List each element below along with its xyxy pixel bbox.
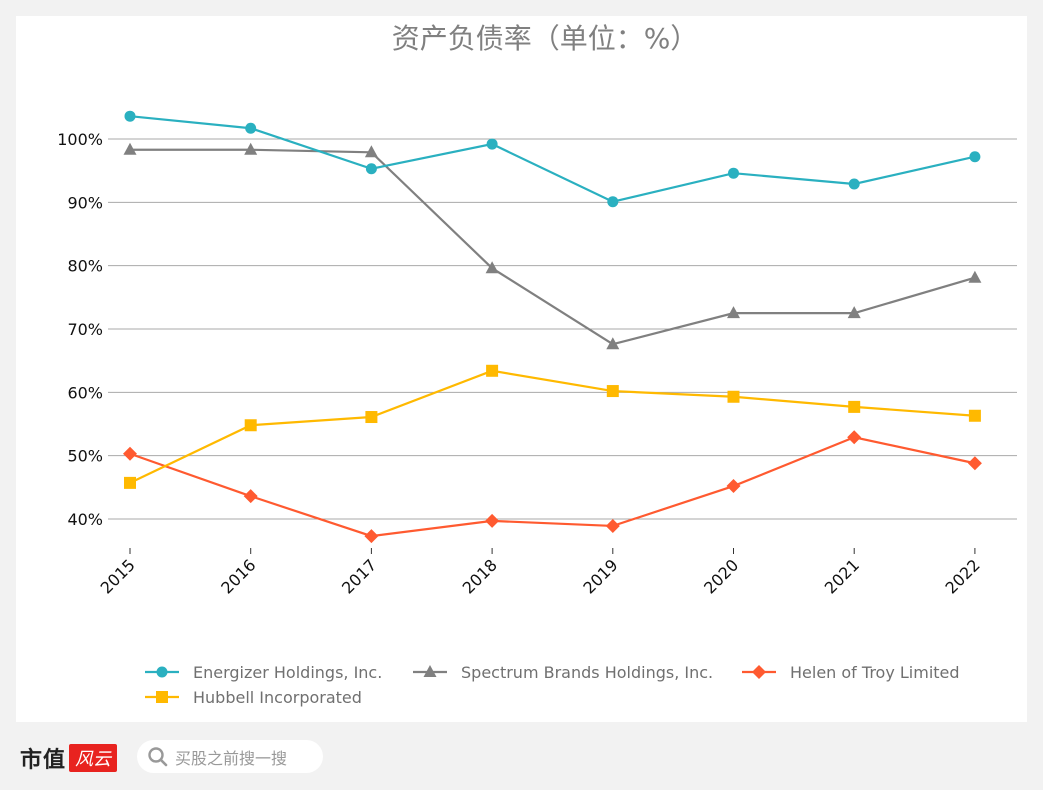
- data-point: [364, 145, 378, 158]
- x-tick-label: 2018: [459, 555, 501, 597]
- x-tick-label: 2021: [821, 555, 863, 597]
- data-point: [847, 430, 862, 445]
- data-point: [244, 142, 258, 155]
- series-energizer-holdings-inc-: [124, 110, 981, 208]
- data-point: [605, 518, 620, 533]
- logo-text: 市值: [20, 748, 67, 773]
- data-point: [123, 446, 137, 461]
- data-point: [364, 529, 379, 544]
- legend-label: Energizer Holdings, Inc.: [193, 663, 382, 682]
- y-tick-label: 40%: [67, 510, 103, 529]
- y-tick-label: 60%: [67, 383, 103, 402]
- data-point: [365, 411, 378, 424]
- brand-logo: 市值 风云: [20, 742, 118, 774]
- legend-marker: [423, 665, 437, 677]
- search-placeholder: 买股之前搜一搜: [175, 748, 288, 768]
- data-point: [967, 456, 982, 471]
- x-tick-label: 2016: [217, 555, 259, 597]
- data-point: [969, 151, 981, 163]
- y-tick-label: 90%: [67, 193, 103, 212]
- search-icon: [148, 746, 168, 766]
- data-point: [606, 337, 620, 350]
- y-tick-label: 100%: [57, 130, 103, 149]
- series-helen-of-troy-limited: [123, 430, 982, 544]
- legend-label: Helen of Troy Limited: [790, 663, 960, 682]
- data-point: [968, 409, 981, 422]
- series-line: [129, 115, 976, 203]
- data-point: [245, 122, 257, 134]
- legend-marker: [752, 665, 766, 679]
- data-point: [485, 261, 499, 274]
- data-point: [968, 270, 982, 283]
- data-point: [727, 390, 740, 403]
- legend-marker: [156, 666, 168, 678]
- y-tick-label: 50%: [67, 447, 103, 466]
- data-point: [365, 163, 377, 175]
- logo-red-text: 风云: [69, 744, 118, 772]
- legend-item: Hubbell Incorporated: [145, 688, 362, 707]
- x-tick-label: 2015: [97, 555, 139, 597]
- x-tick-label: 2019: [579, 555, 621, 597]
- chart-title: 资产负债率（单位：%）: [392, 22, 699, 55]
- x-tick-label: 2022: [942, 555, 984, 597]
- series-line: [129, 436, 976, 538]
- x-tick-label: 2017: [338, 555, 380, 597]
- search-box[interactable]: 买股之前搜一搜: [137, 740, 323, 773]
- data-point: [123, 142, 137, 155]
- legend-label: Spectrum Brands Holdings, Inc.: [461, 663, 713, 682]
- legend-item: Spectrum Brands Holdings, Inc.: [413, 663, 713, 682]
- data-point: [244, 419, 257, 432]
- data-point: [486, 138, 498, 150]
- series-spectrum-brands-holdings-inc-: [123, 142, 982, 350]
- legend-label: Hubbell Incorporated: [193, 688, 362, 707]
- data-point: [124, 476, 136, 489]
- chart-card: 资产负债率（单位：%） 40% 50% 60% 70% 80% 90% 100% 2015 201…: [16, 16, 1027, 722]
- series-line: [129, 369, 975, 484]
- y-tick-label: 80%: [67, 257, 103, 276]
- series-line: [130, 148, 976, 346]
- data-point: [727, 306, 740, 319]
- legend-marker: [156, 691, 168, 703]
- legend-item: Helen of Troy Limited: [742, 663, 960, 682]
- series-hubbell-incorporated: [124, 364, 981, 489]
- y-tick-label: 70%: [67, 320, 103, 339]
- data-point: [848, 400, 861, 413]
- data-point: [848, 178, 860, 190]
- data-point: [847, 306, 861, 319]
- data-point: [607, 196, 619, 208]
- data-point: [606, 385, 619, 398]
- data-point: [485, 513, 500, 528]
- line-chart: 资产负债率（单位：%） 40% 50% 60% 70% 80% 90% 100% 2015 201…: [57, 22, 1017, 707]
- data-point: [486, 364, 499, 377]
- data-point: [726, 479, 741, 494]
- legend-item: Energizer Holdings, Inc.: [145, 663, 382, 682]
- data-point: [124, 110, 136, 122]
- data-point: [728, 167, 739, 179]
- x-tick-label: 2020: [700, 555, 742, 597]
- data-point: [243, 489, 258, 504]
